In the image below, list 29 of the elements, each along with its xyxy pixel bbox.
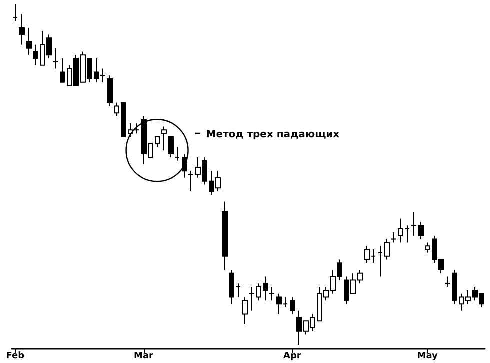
candlestick [107,75,113,107]
candlestick [222,201,228,270]
candlestick [53,48,59,70]
candlestick [26,27,32,56]
candlestick [263,276,268,302]
candlestick [155,136,160,148]
candlestick [398,218,403,244]
candlestick [121,102,126,138]
candlestick [405,225,410,244]
candlestick [229,269,234,305]
x-tick-label: Feb [6,352,26,362]
candlestick [161,126,167,152]
candlestick [114,102,119,118]
candlestick [168,136,174,158]
candlestick [269,286,275,302]
x-tick-label: Apr [283,352,302,362]
candlestick [60,58,65,83]
candlestick [19,14,25,46]
annotation: Метод трех падающих [206,130,340,141]
candlestick [391,232,397,244]
candlestick [236,283,241,298]
x-tick-label: May [417,352,438,362]
candlestick [290,296,295,315]
x-tick-label: Mar [134,352,154,362]
candlestick [175,146,180,162]
candlestick [33,44,38,66]
candlestick [13,4,18,22]
candlestick [425,242,430,254]
candlestick [242,296,248,326]
